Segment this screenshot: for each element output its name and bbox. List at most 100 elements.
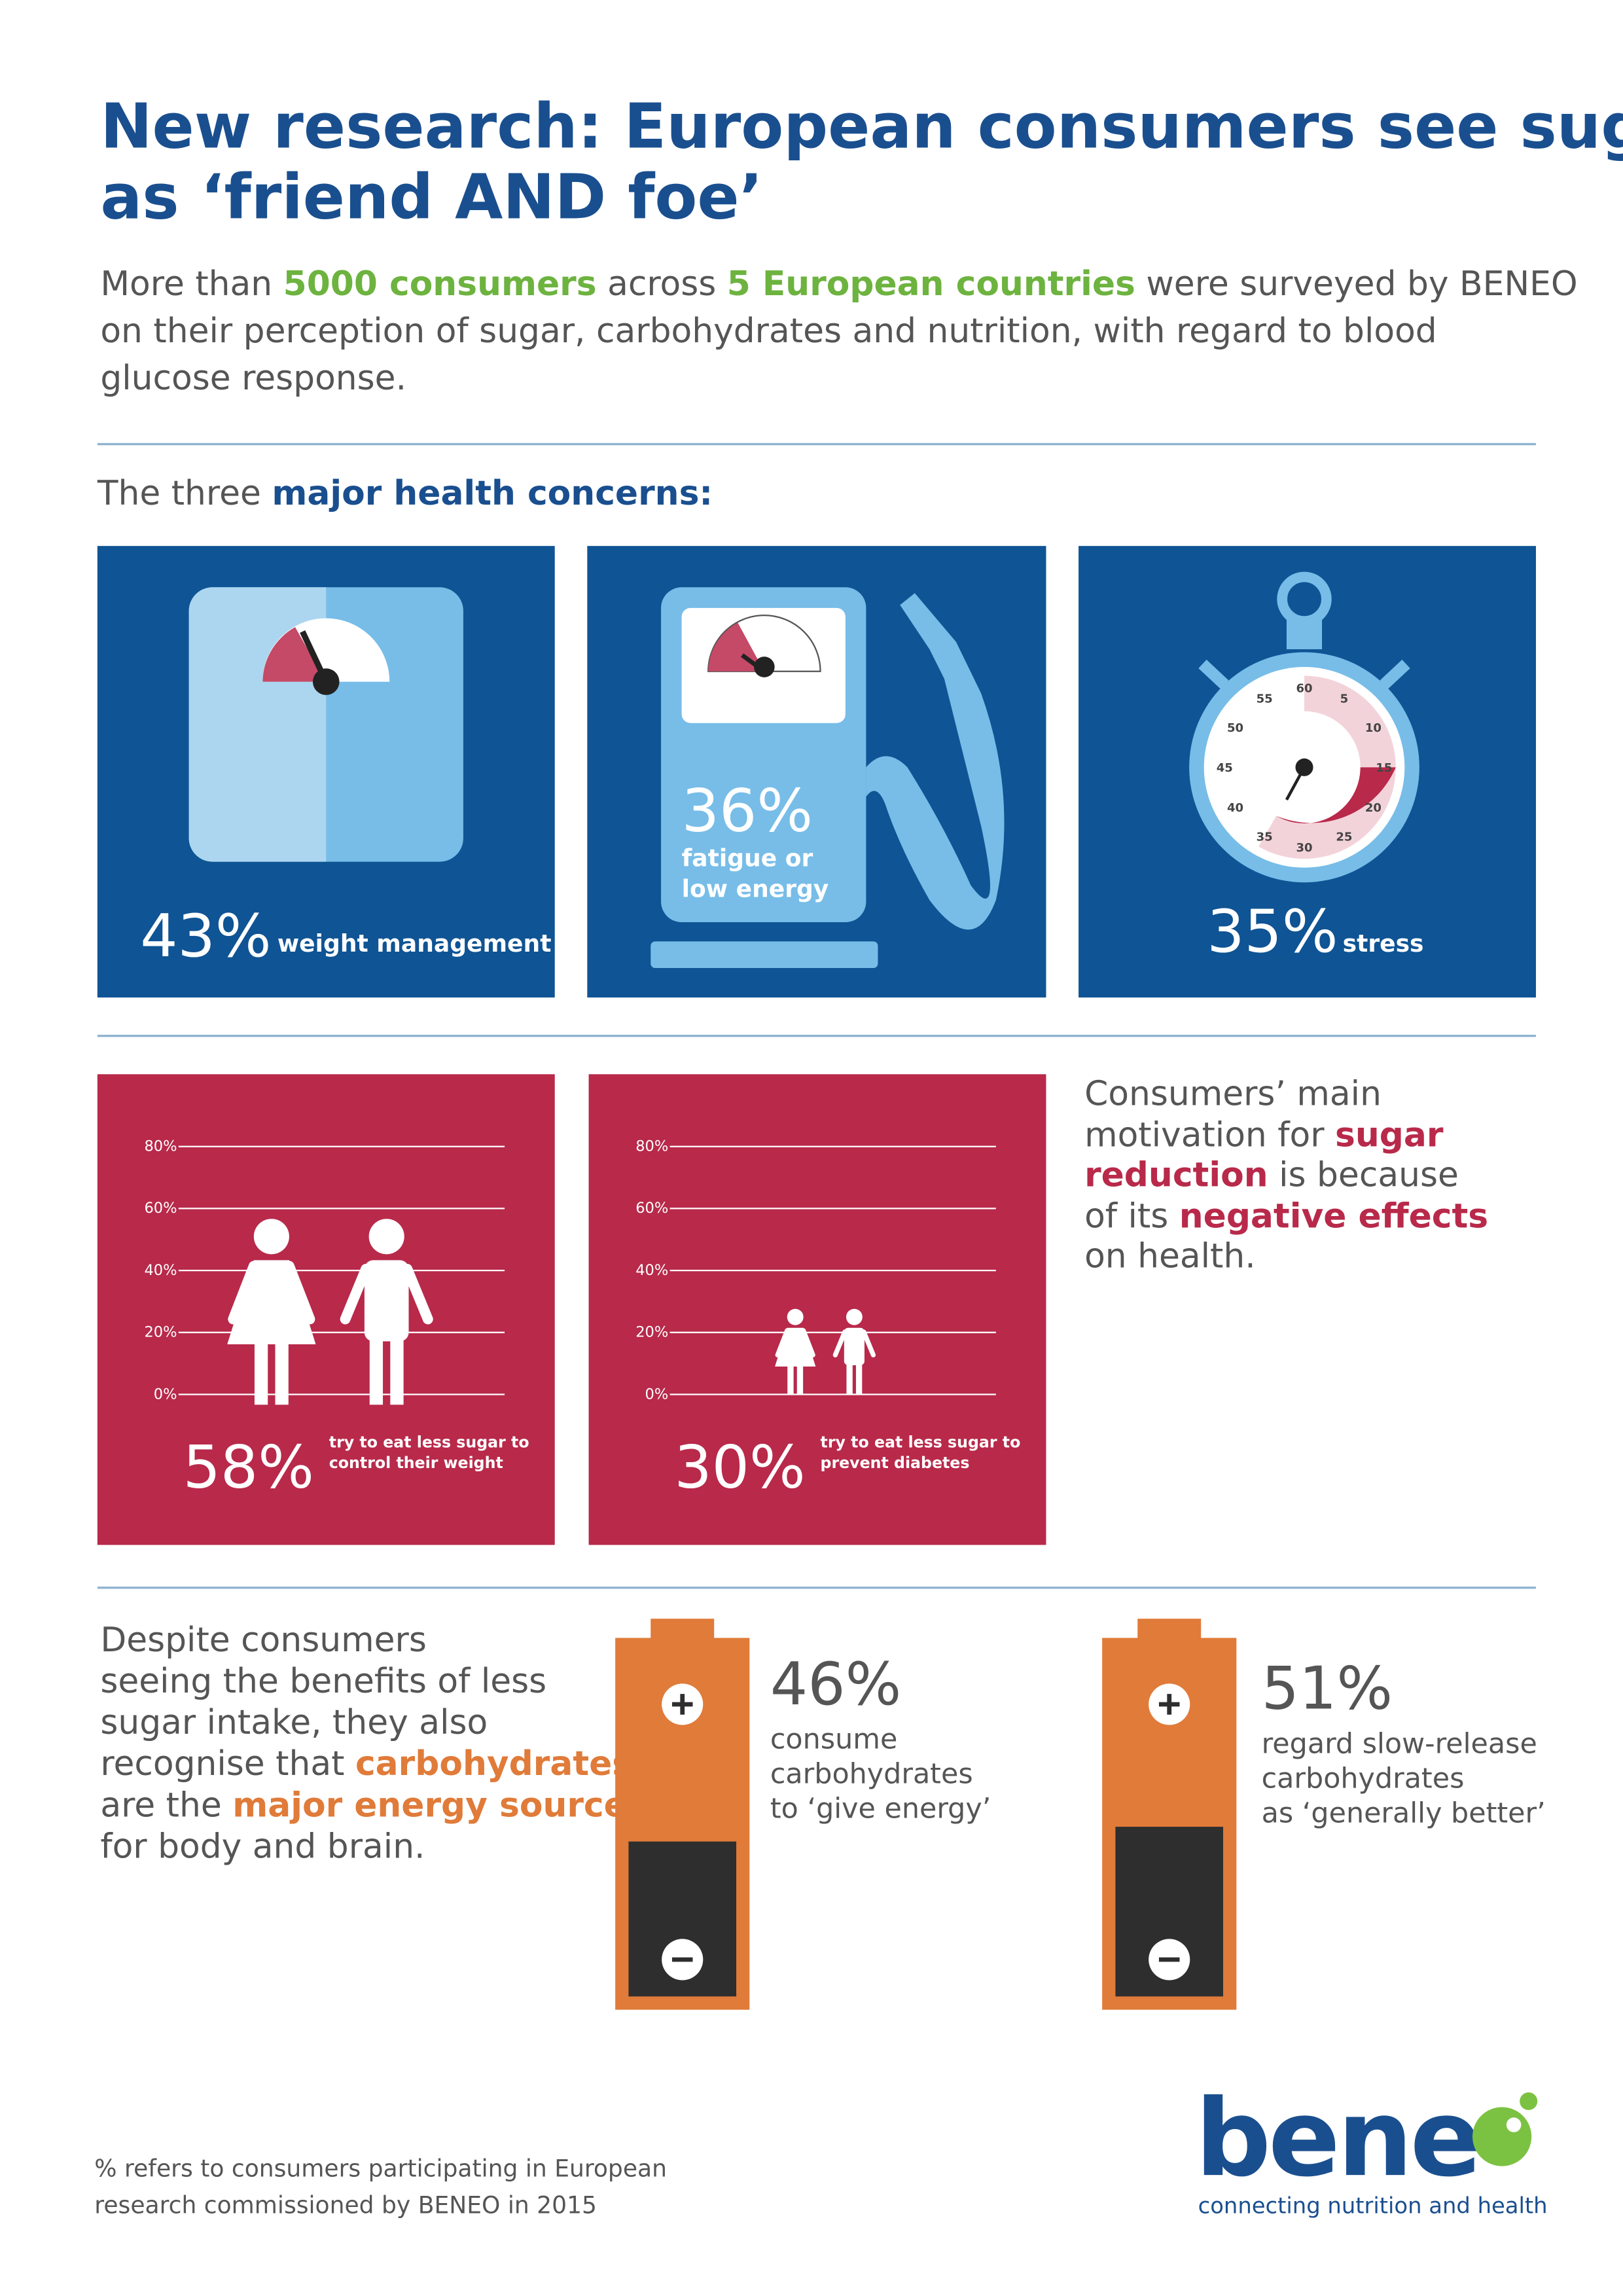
watch-number: 45 (1217, 761, 1233, 775)
figure-legs (254, 1336, 289, 1405)
card-stress: 60 5 10 15 20 25 30 35 40 45 50 55 35% stress (1079, 546, 1536, 998)
text-part: for body and brain. (100, 1827, 425, 1866)
axis-label: 40% (144, 1262, 177, 1279)
title-line: as ‘friend AND foe’ (100, 162, 762, 234)
motivation-line: Consumers’ main (1084, 1075, 1382, 1114)
text-part: The three (97, 474, 272, 513)
card-label: weight management (277, 930, 552, 958)
text-part: of its (1084, 1197, 1179, 1236)
text-part: across (597, 264, 727, 304)
card-label: low energy (682, 876, 829, 903)
reduction-panels: 80% 60% 40% 20% 0% 58% try to eat less sugar t… (97, 1074, 1046, 1545)
figure-legs (787, 1363, 804, 1395)
figure-legs (369, 1336, 404, 1405)
axis-label: 80% (635, 1138, 668, 1155)
text-part: motivation for (1084, 1116, 1335, 1155)
figure-body (364, 1260, 409, 1342)
intro-line: glucose response. (100, 359, 406, 398)
watch-inner (1276, 711, 1361, 824)
panel-bg (588, 1074, 1046, 1545)
axis-label: 0% (154, 1386, 177, 1403)
figure-head (787, 1308, 804, 1325)
card-label: stress (1343, 930, 1424, 958)
battery-cap (1137, 1619, 1202, 1641)
axis-label: 0% (645, 1386, 669, 1403)
gauge-red (262, 627, 327, 682)
panel-caption: prevent diabetes (821, 1454, 970, 1472)
watch-number: 15 (1376, 761, 1392, 775)
watch-number: 35 (1257, 831, 1273, 844)
hose (866, 593, 1005, 930)
logo-tagline: connecting nutrition and health (1198, 2193, 1548, 2219)
concerns-heading: The three major health concerns: (97, 474, 713, 513)
energy-line: are the major energy source (100, 1785, 627, 1825)
text-part: were surveyed by BENEO (1135, 264, 1578, 304)
watch-stem (1286, 617, 1323, 649)
logo-dot (1520, 2092, 1538, 2110)
watch-number: 25 (1336, 831, 1352, 844)
figure-body (844, 1327, 865, 1365)
axis-label: 20% (144, 1324, 177, 1341)
logo-o (1472, 2107, 1532, 2166)
watch-number: 60 (1296, 681, 1312, 695)
intro: More than 5000 consumers across 5 Europe… (100, 264, 1577, 398)
plus-sign (671, 1694, 693, 1715)
figure-head (253, 1219, 289, 1255)
figure-arms (775, 1328, 815, 1357)
text-part: seeing the benefits of less (100, 1662, 546, 1701)
watch-number: 10 (1365, 721, 1382, 735)
figure-head (846, 1308, 863, 1325)
figure-arms (832, 1329, 876, 1357)
logo-dot (1506, 2117, 1522, 2132)
gauge-knob (754, 656, 775, 677)
logo: bene connecting nutrition and health (1195, 2077, 1547, 2219)
watch-number: 40 (1227, 801, 1243, 815)
footnote-line: research commissioned by BENEO in 2015 (94, 2192, 597, 2219)
battery-caption: as ‘generally better’ (1262, 1797, 1546, 1829)
text-part: 5000 consumers (283, 264, 597, 304)
text-part: glucose response. (100, 359, 406, 398)
motivation: Consumers’ main motivation for sugar red… (1084, 1075, 1488, 1276)
text-part: 5 European countries (727, 264, 1135, 304)
card-value: 35% (1207, 897, 1338, 966)
card-label: fatigue or (682, 844, 813, 872)
text-part: More than (100, 264, 283, 304)
battery-caption: to ‘give energy’ (770, 1793, 991, 1825)
axis-label: 60% (144, 1200, 177, 1217)
motivation-line: motivation for sugar (1084, 1116, 1444, 1155)
text-part: Despite consumers (100, 1621, 427, 1660)
battery-caption: regard slow-release (1262, 1727, 1537, 1760)
watch-numbers: 60 5 10 15 20 25 30 35 40 45 50 55 (1217, 681, 1393, 854)
figure-legs (846, 1363, 863, 1395)
axis-label: 60% (635, 1200, 668, 1217)
watch-button (1198, 659, 1229, 689)
energy-line: Despite consumers (100, 1621, 427, 1660)
footnote: % refers to consumers participating in E… (94, 2155, 667, 2219)
watch-number: 20 (1365, 801, 1382, 815)
battery-cap (651, 1619, 715, 1641)
watch-number: 55 (1257, 692, 1273, 706)
card-value: 36% (682, 776, 813, 845)
battery-caption: carbohydrates (770, 1758, 973, 1791)
text-part: on their perception of sugar, carbohydra… (100, 312, 1436, 351)
logo-wordmark: bene (1195, 2077, 1479, 2200)
axis-label: 20% (635, 1324, 668, 1341)
text-part: sugar (1335, 1116, 1444, 1155)
figure-arms (340, 1263, 433, 1325)
energy-line: seeing the benefits of less (100, 1662, 546, 1701)
pump-base (651, 941, 878, 968)
text-part: Consumers’ main (1084, 1075, 1382, 1114)
watch-knob (1295, 758, 1313, 776)
text-part: carbohydrates (355, 1744, 632, 1784)
energy-line: recognise that carbohydrates (100, 1744, 632, 1784)
battery-value: 51% (1262, 1655, 1393, 1723)
figure-arms (228, 1261, 315, 1325)
gauge-knob (312, 668, 340, 695)
battery-caption: carbohydrates (1262, 1762, 1465, 1795)
energy-text: Despite consumers seeing the benefits of… (100, 1621, 632, 1867)
motivation-line: of its negative effects (1084, 1197, 1488, 1236)
text-part: sugar intake, they also (100, 1703, 488, 1742)
